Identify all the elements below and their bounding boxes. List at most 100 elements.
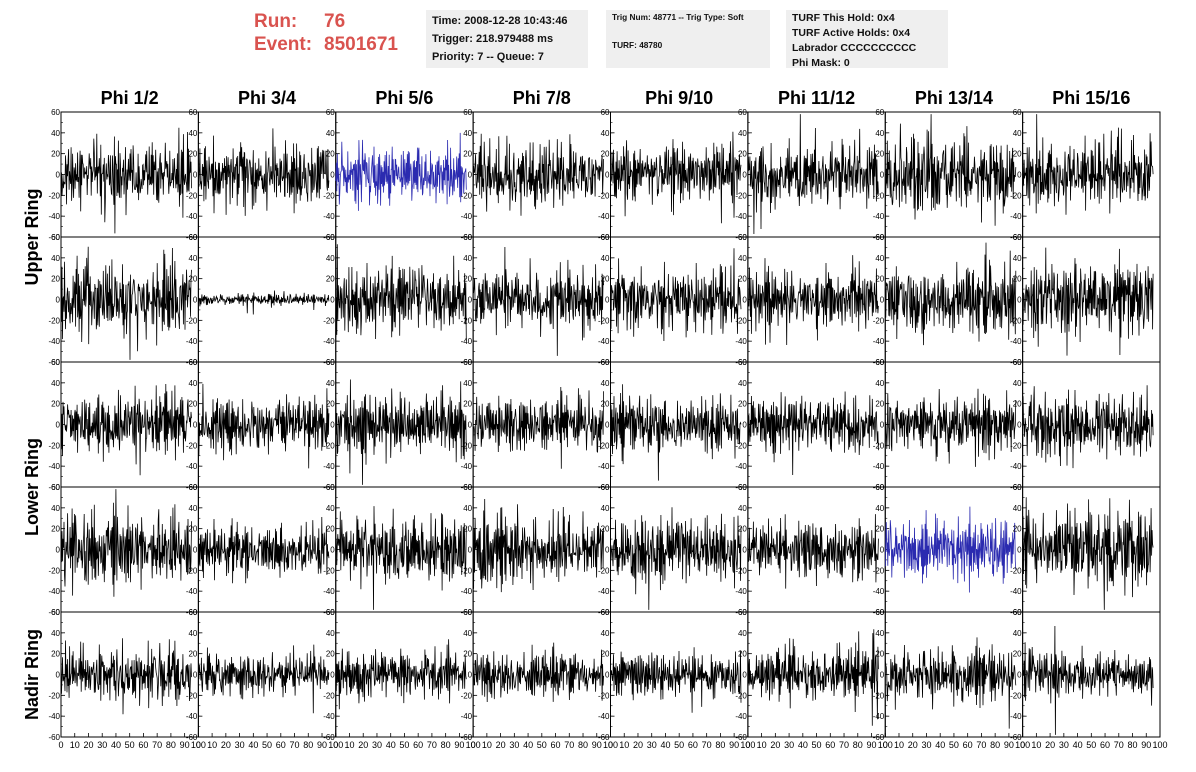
y-tick-label: 0 xyxy=(56,171,61,180)
y-tick-label: 0 xyxy=(193,296,198,305)
x-tick-label: 30 xyxy=(647,740,657,750)
y-tick-label: 20 xyxy=(601,650,610,659)
y-tick-label: 20 xyxy=(463,275,472,284)
y-tick-label: 60 xyxy=(51,108,60,117)
waveform-trace-r1-c5 xyxy=(610,131,742,224)
y-tick-label: 40 xyxy=(738,629,747,638)
x-tick-label: 50 xyxy=(399,740,409,750)
ring-label-2: Lower Ring xyxy=(22,438,42,536)
y-tick-label: 60 xyxy=(1013,108,1022,117)
turf-hold-text: TURF This Hold: 0x4 xyxy=(792,12,895,24)
y-tick-label: -20 xyxy=(873,691,885,700)
x-tick-label: 40 xyxy=(111,740,121,750)
waveform-trace-r1-c8 xyxy=(1022,114,1154,215)
column-header-5: Phi 9/10 xyxy=(645,88,713,108)
x-tick-label: 30 xyxy=(235,740,245,750)
y-tick-label: 40 xyxy=(326,129,335,138)
event-value: 8501671 xyxy=(324,34,398,55)
y-tick-label: 60 xyxy=(326,358,335,367)
waveform-trace-r2-c4 xyxy=(472,246,604,356)
y-tick-label: -20 xyxy=(186,316,198,325)
y-tick-label: 60 xyxy=(326,608,335,617)
waveform-trace-r2-c1 xyxy=(60,246,192,360)
waveform-trace-r4-c6 xyxy=(747,514,879,589)
x-tick-label: 10 xyxy=(207,740,217,750)
waveform-trace-r4-c3 xyxy=(335,506,467,610)
waveform-trace-r2-c8 xyxy=(1022,247,1154,356)
y-tick-label: 20 xyxy=(188,150,197,159)
y-tick-label: -40 xyxy=(461,462,473,471)
x-tick-label: 100 xyxy=(878,740,893,750)
y-tick-label: -60 xyxy=(186,733,198,742)
x-tick-label: 90 xyxy=(1141,740,1151,750)
y-tick-label: -40 xyxy=(323,462,335,471)
x-tick-label: 10 xyxy=(344,740,354,750)
y-tick-label: -40 xyxy=(1010,587,1022,596)
y-tick-label: -40 xyxy=(323,212,335,221)
y-tick-label: 20 xyxy=(463,525,472,534)
y-tick-label: 60 xyxy=(1013,483,1022,492)
y-tick-label: 0 xyxy=(605,421,610,430)
y-tick-label: 20 xyxy=(51,150,60,159)
y-tick-label: 40 xyxy=(875,254,884,263)
x-tick-label: 0 xyxy=(471,740,476,750)
y-tick-label: 0 xyxy=(1017,296,1022,305)
y-tick-label: 60 xyxy=(875,233,884,242)
x-tick-label: 20 xyxy=(633,740,643,750)
y-tick-label: -40 xyxy=(1010,212,1022,221)
y-tick-label: -20 xyxy=(735,441,747,450)
y-tick-label: 0 xyxy=(605,296,610,305)
y-tick-label: 60 xyxy=(51,233,60,242)
waveform-trace-r1-c6 xyxy=(747,114,879,235)
y-tick-label: -60 xyxy=(48,608,60,617)
waveform-trace-r5-c6 xyxy=(747,629,879,726)
y-tick-label: -60 xyxy=(48,233,60,242)
y-tick-label: -20 xyxy=(186,566,198,575)
y-tick-label: 0 xyxy=(330,546,335,555)
waveform-trace-r3-c8 xyxy=(1022,385,1154,469)
waveform-trace-r5-c2 xyxy=(198,644,330,714)
y-tick-label: -40 xyxy=(186,337,198,346)
y-tick-label: 20 xyxy=(188,525,197,534)
y-tick-label: 60 xyxy=(875,108,884,117)
run-value: 76 xyxy=(324,11,346,32)
y-tick-label: 0 xyxy=(742,171,747,180)
y-tick-label: 40 xyxy=(326,254,335,263)
y-tick-label: 0 xyxy=(193,171,198,180)
y-tick-label: 60 xyxy=(326,483,335,492)
y-tick-label: -40 xyxy=(186,462,198,471)
x-tick-label: 0 xyxy=(58,740,63,750)
y-tick-label: 0 xyxy=(880,546,885,555)
y-tick-label: 0 xyxy=(468,421,473,430)
y-tick-label: 40 xyxy=(601,254,610,263)
run-event-header: Run: 76 Event: 8501671 xyxy=(254,10,398,56)
y-tick-label: -20 xyxy=(1010,566,1022,575)
x-tick-label: 0 xyxy=(745,740,750,750)
y-tick-label: 40 xyxy=(188,379,197,388)
column-header-8: Phi 15/16 xyxy=(1052,88,1130,108)
y-tick-label: 40 xyxy=(875,504,884,513)
x-tick-label: 20 xyxy=(1045,740,1055,750)
y-tick-label: 40 xyxy=(601,129,610,138)
x-tick-label: 70 xyxy=(152,740,162,750)
y-tick-label: 20 xyxy=(1013,400,1022,409)
y-tick-label: -60 xyxy=(48,733,60,742)
y-tick-label: 0 xyxy=(742,296,747,305)
x-tick-label: 60 xyxy=(551,740,561,750)
waveform-trace-r2-c3 xyxy=(335,244,467,342)
y-tick-label: 20 xyxy=(875,150,884,159)
y-tick-label: 20 xyxy=(738,275,747,284)
waveform-trace-r5-c4 xyxy=(472,642,604,703)
waveform-trace-r3-c2 xyxy=(198,383,330,469)
y-tick-label: -20 xyxy=(873,316,885,325)
y-tick-label: 20 xyxy=(326,525,335,534)
y-tick-label: 60 xyxy=(601,483,610,492)
y-tick-label: -20 xyxy=(735,191,747,200)
x-tick-label: 50 xyxy=(262,740,272,750)
y-tick-label: 60 xyxy=(463,233,472,242)
x-tick-label: 0 xyxy=(1020,740,1025,750)
x-tick-label: 80 xyxy=(578,740,588,750)
y-tick-label: 0 xyxy=(605,671,610,680)
waveform-trace-r4-c4 xyxy=(472,498,604,593)
x-tick-label: 60 xyxy=(688,740,698,750)
